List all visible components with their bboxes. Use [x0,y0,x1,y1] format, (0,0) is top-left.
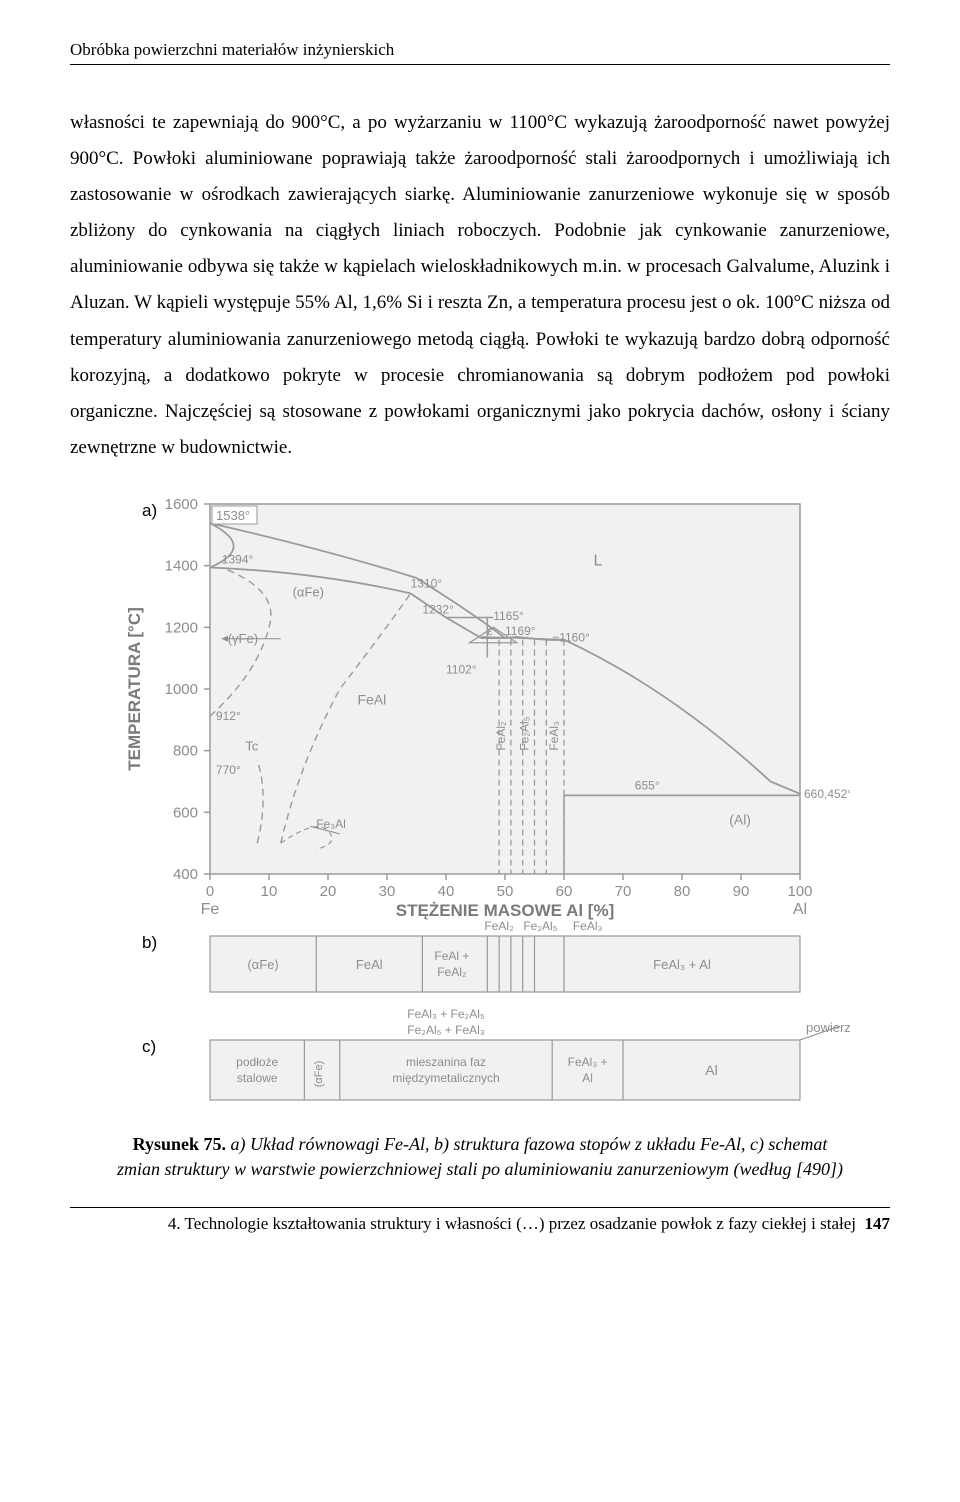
svg-text:(Al): (Al) [729,812,751,828]
svg-text:FeAl₃ +: FeAl₃ + [568,1055,608,1069]
svg-text:Fe₂Al₅ + FeAl₃: Fe₂Al₅ + FeAl₃ [407,1023,485,1037]
running-header: Obróbka powierzchni materiałów inżyniers… [70,40,890,60]
svg-text:1600: 1600 [165,496,198,513]
svg-text:L: L [594,553,603,570]
svg-text:770°: 770° [216,763,241,777]
svg-text:30: 30 [379,883,396,900]
figure-caption: Rysunek 75. a) Układ równowagi Fe-Al, b)… [110,1132,850,1182]
body-paragraph: własności te zapewniają do 900°C, a po w… [70,105,890,466]
svg-text:1165°: 1165° [493,609,524,623]
svg-text:FeAl₃ + Fe₂Al₅: FeAl₃ + Fe₂Al₅ [407,1007,485,1021]
caption-number: Rysunek 75. [133,1134,226,1154]
svg-text:100: 100 [787,883,812,900]
svg-text:powierzchnia: powierzchnia [806,1020,850,1035]
svg-text:1169°: 1169° [505,624,536,638]
svg-text:FeAl₃ + Al: FeAl₃ + Al [653,957,711,972]
svg-text:FeAl₂: FeAl₂ [484,919,514,933]
svg-text:FeAl: FeAl [356,957,383,972]
svg-text:Fe₂Al₅: Fe₂Al₅ [523,919,557,933]
svg-text:Al: Al [793,901,807,918]
svg-text:FeAl₃: FeAl₃ [547,721,561,751]
svg-text:~1160°: ~1160° [552,631,590,645]
svg-text:1102°: 1102° [446,662,477,676]
svg-text:TEMPERATURA [°C]: TEMPERATURA [°C] [125,607,144,771]
svg-text:b): b) [142,933,157,952]
svg-text:50: 50 [497,883,514,900]
svg-text:ε: ε [487,624,493,638]
svg-text:912°: 912° [216,709,241,723]
svg-text:STĘŻENIE MASOWE Al [%]: STĘŻENIE MASOWE Al [%] [396,901,615,920]
svg-text:0: 0 [206,883,214,900]
svg-text:90: 90 [733,883,750,900]
svg-text:655°: 655° [635,778,660,792]
svg-text:Fe₂Al₅: Fe₂Al₅ [518,716,532,750]
svg-text:1200: 1200 [165,619,198,636]
svg-text:600: 600 [173,804,198,821]
header-rule [70,64,890,65]
svg-text:60: 60 [556,883,573,900]
figure-75: 400 600 800 1000 1200 1400 1600 0 10 20 30 40 50 60 70… [110,484,850,1120]
svg-text:Al: Al [705,1062,717,1078]
svg-text:40: 40 [438,883,455,900]
svg-text:Al: Al [582,1071,593,1085]
caption-text: a) Układ równowagi Fe-Al, b) struktura f… [117,1134,843,1179]
svg-text:FeAl +: FeAl + [434,949,469,963]
svg-text:1400: 1400 [165,558,198,575]
svg-text:FeAl₂: FeAl₂ [437,965,467,979]
svg-text:podłoże: podłoże [236,1055,278,1069]
svg-text:1000: 1000 [165,681,198,698]
svg-text:stalowe: stalowe [237,1071,278,1085]
footer-rule [70,1207,890,1208]
svg-text:c): c) [142,1037,156,1056]
svg-text:660,452°: 660,452° [804,787,850,801]
svg-text:1538°: 1538° [216,508,250,523]
svg-text:70: 70 [615,883,632,900]
svg-text:Tc: Tc [245,739,259,754]
svg-text:(αFe): (αFe) [247,957,278,972]
svg-text:20: 20 [320,883,337,900]
svg-text:FeAl₃: FeAl₃ [573,919,603,933]
svg-text:a): a) [142,501,157,520]
svg-text:FeAl: FeAl [358,691,387,707]
footer-text: 4. Technologie kształtowania struktury i… [168,1214,856,1233]
svg-text:1232°: 1232° [422,602,454,616]
svg-text:80: 80 [674,883,691,900]
svg-text:400: 400 [173,866,198,883]
svg-text:10: 10 [261,883,278,900]
svg-text:międzymetalicznych: międzymetalicznych [392,1071,499,1085]
page-number: 147 [865,1214,891,1233]
running-footer: 4. Technologie kształtowania struktury i… [70,1214,890,1234]
svg-text:(αFe): (αFe) [293,584,324,599]
svg-text:1310°: 1310° [411,576,443,590]
svg-text:800: 800 [173,743,198,760]
svg-text:mieszanina faz: mieszanina faz [406,1055,486,1069]
svg-text:(αFe): (αFe) [313,1061,325,1088]
svg-text:Fe: Fe [201,901,220,918]
svg-text:FeAl₂: FeAl₂ [494,721,508,751]
svg-text:1394°: 1394° [222,552,254,566]
